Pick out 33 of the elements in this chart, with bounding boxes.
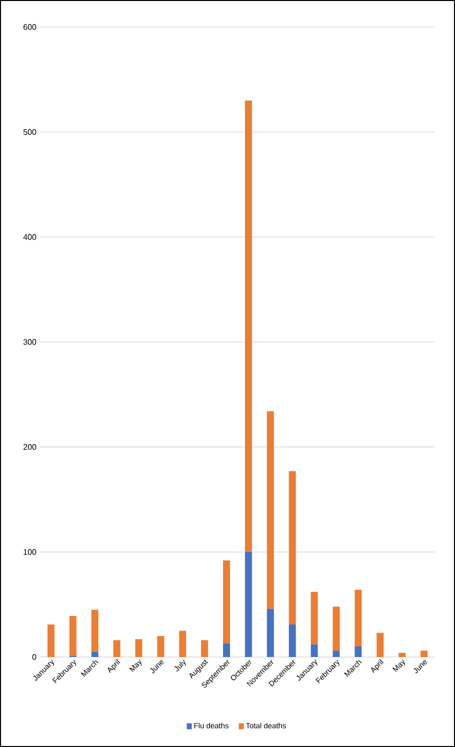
y-tick-label: 600 — [24, 24, 36, 30]
bar — [266, 411, 274, 609]
bar — [244, 552, 252, 657]
bar — [223, 643, 230, 657]
bar — [179, 630, 186, 657]
bar — [376, 632, 384, 657]
y-tick-label: 0 — [32, 654, 36, 660]
bar — [135, 639, 142, 657]
bar — [69, 616, 76, 656]
bar — [332, 606, 340, 651]
y-tick-label: 100 — [24, 549, 36, 555]
y-tick-label: 500 — [23, 129, 36, 135]
bar — [201, 640, 208, 657]
bar — [91, 610, 98, 652]
bar — [113, 640, 120, 657]
bar — [420, 650, 428, 657]
bar — [310, 592, 318, 644]
bar — [91, 652, 98, 657]
bar — [354, 646, 362, 657]
y-tick-label: 200 — [24, 444, 36, 450]
bar — [244, 100, 252, 552]
bar — [266, 608, 274, 657]
bar — [310, 644, 318, 657]
bar — [223, 560, 230, 644]
bar — [354, 590, 362, 646]
bar — [288, 624, 296, 657]
y-tick-label: 400 — [23, 234, 36, 240]
bar — [157, 636, 164, 657]
bar — [288, 471, 296, 624]
bar — [398, 652, 406, 657]
bar — [332, 650, 340, 657]
y-tick-label: 300 — [23, 339, 36, 345]
bar — [47, 624, 54, 657]
